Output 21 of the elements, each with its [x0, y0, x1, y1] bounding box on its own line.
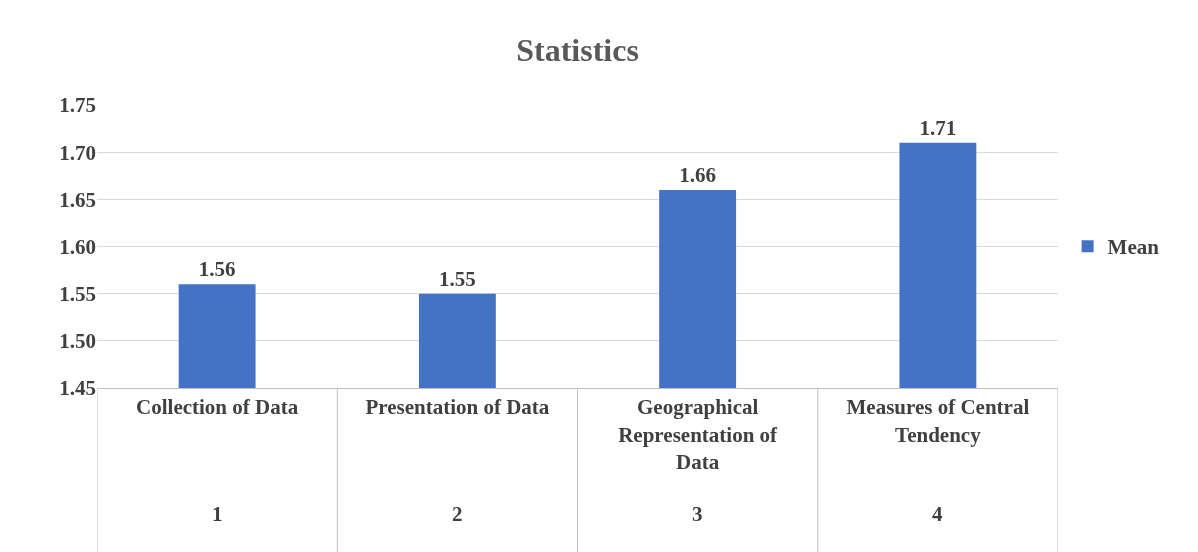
data-label: 1.71 — [919, 115, 957, 140]
y-tick-label: 1.55 — [59, 282, 96, 307]
text: 1 — [212, 502, 223, 526]
text: 3 — [692, 502, 703, 526]
y-tick-label: 1.75 — [59, 93, 96, 118]
chart-title: Statistics — [516, 32, 639, 69]
y-tick-label: 1.65 — [59, 187, 96, 212]
legend-label: Mean — [1107, 235, 1160, 260]
y-tick-label: 1.60 — [59, 234, 96, 259]
x-tick-label: Measures of Central Tendency — [846, 395, 1030, 447]
x-tick-label: Presentation of Data — [365, 395, 550, 420]
x-tick-label: Collection of Data — [136, 395, 299, 420]
text: 4 — [932, 502, 943, 526]
data-label: 1.55 — [439, 266, 476, 291]
data-label: 1.56 — [198, 257, 236, 282]
y-tick-label: 1.45 — [59, 376, 96, 401]
text: 2 — [452, 502, 463, 526]
y-tick-label: 1.50 — [59, 329, 96, 354]
y-tick-label: 1.70 — [59, 140, 96, 165]
x-tick-label: Geographical Representation of Data — [618, 395, 779, 474]
data-label: 1.66 — [679, 162, 716, 187]
